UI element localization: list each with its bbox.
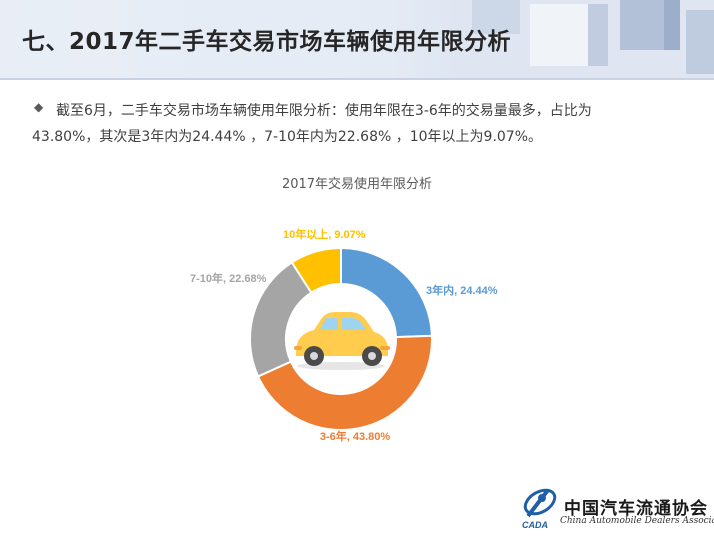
header-rule bbox=[0, 78, 714, 80]
summary-text: 截至6月，二手车交易市场车辆使用年限分析：使用年限在3-6年的交易量最多，占比为… bbox=[32, 98, 686, 150]
chart-title: 2017年交易使用年限分析 bbox=[281, 177, 433, 192]
summary-line-1: 截至6月，二手车交易市场车辆使用年限分析：使用年限在3-6年的交易量最多，占比为 bbox=[56, 103, 592, 119]
donut-data-label-1: 3年内, 24.44% bbox=[426, 283, 498, 297]
logo-abbr: CADA bbox=[522, 520, 548, 530]
summary-line-2: 43.80%，其次是3年内为24.44% ，7-10年内为22.68% ，10年… bbox=[32, 129, 543, 145]
donut-data-label-4: 10年以上, 9.07% bbox=[283, 227, 366, 241]
donut-data-label-2: 3-6年, 43.80% bbox=[320, 429, 391, 443]
diamond-bullet-icon: ◆ bbox=[34, 100, 44, 114]
header-banner: 七、2017年二手车交易市场车辆使用年限分析 bbox=[0, 0, 714, 80]
header-decoration-cubes bbox=[460, 0, 714, 80]
logo-name-en: China Automobile Dealers Association bbox=[560, 516, 714, 526]
slide-title: 七、2017年二手车交易市场车辆使用年限分析 bbox=[22, 29, 512, 55]
donut-data-label-3: 7-10年, 22.68% bbox=[190, 271, 267, 285]
cada-logo: CADA bbox=[522, 488, 557, 530]
car-icon bbox=[286, 284, 396, 394]
logo-name-cn: 中国汽车流通协会 bbox=[564, 499, 708, 519]
